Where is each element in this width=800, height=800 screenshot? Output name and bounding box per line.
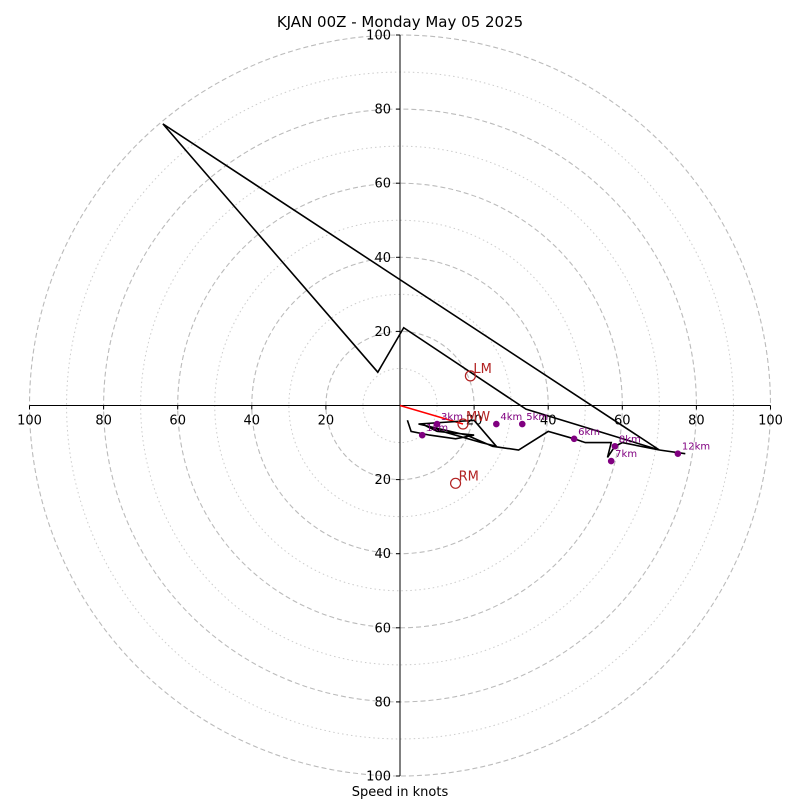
x-tick-label: 100 xyxy=(17,414,42,429)
y-tick-label: 100 xyxy=(366,29,391,44)
y-tick-label: 20 xyxy=(374,473,391,488)
height-point-4km xyxy=(493,420,500,428)
x-tick-label: 80 xyxy=(688,414,705,429)
y-tick-label: 60 xyxy=(374,177,391,192)
y-tick-label: 20 xyxy=(374,325,391,340)
storm-motion-label-rm: RM xyxy=(459,469,479,484)
x-axis-label: Speed in knots xyxy=(352,785,449,800)
height-label-4km: 4km xyxy=(500,412,522,423)
storm-motion-label-lm: LM xyxy=(473,362,491,377)
hodograph-trace xyxy=(162,123,686,458)
y-tick-label: 40 xyxy=(374,547,391,562)
x-tick-label: 20 xyxy=(318,414,335,429)
storm-motion-marker-lm xyxy=(464,370,476,382)
y-tick-label: 100 xyxy=(366,770,391,785)
height-point-6km xyxy=(570,435,578,443)
storm-motion-marker-mw xyxy=(457,418,469,430)
storm-motion-label-mw: MW xyxy=(466,410,490,425)
y-tick-label: 60 xyxy=(374,621,391,636)
x-tick-label: 40 xyxy=(244,414,261,429)
height-point-3km xyxy=(433,420,441,428)
y-tick-label: 40 xyxy=(374,251,391,266)
x-tick-label: 60 xyxy=(614,414,631,429)
height-label-5km: 5km xyxy=(526,412,548,423)
height-point-7km xyxy=(607,457,615,465)
height-label-3km: 3km xyxy=(441,412,463,423)
height-label-12km: 12km xyxy=(682,442,710,453)
height-label-6km: 6km xyxy=(578,427,600,438)
chart-title: KJAN 00Z - Monday May 05 2025 xyxy=(277,13,523,31)
height-label-8km: 8km xyxy=(619,434,641,445)
height-point-12km xyxy=(674,450,682,457)
y-tick-label: 80 xyxy=(374,695,391,710)
x-tick-label: 100 xyxy=(758,414,783,429)
y-tick-label: 80 xyxy=(374,103,391,118)
height-point-8km xyxy=(611,442,619,450)
x-tick-label: 60 xyxy=(169,414,186,429)
height-label-1km: 1km xyxy=(426,423,448,434)
height-label-7km: 7km xyxy=(615,449,637,460)
x-tick-label: 80 xyxy=(95,414,112,429)
height-point-1km xyxy=(418,431,426,439)
tick-labels: 100 80 60 40 20 20 40 60 80 100100806040202040608… xyxy=(17,29,783,785)
storm-motion-marker-rm xyxy=(449,477,462,489)
height-point-5km xyxy=(518,420,526,428)
